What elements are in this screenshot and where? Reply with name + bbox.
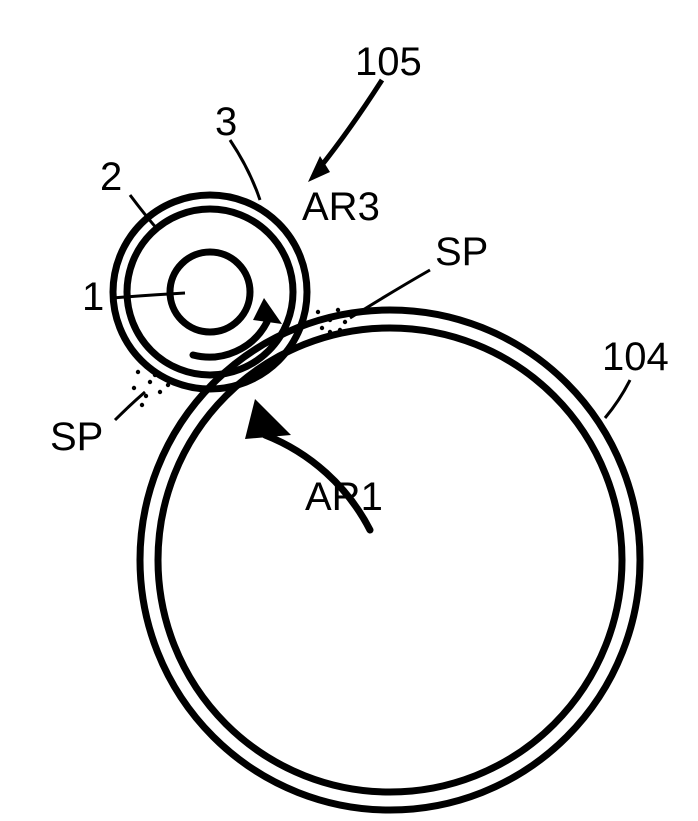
leader-3 <box>230 140 260 200</box>
label-sp-right: SP <box>435 230 488 274</box>
large-roller <box>140 310 640 810</box>
label-ar1: AR1 <box>305 475 383 519</box>
label-sp-left: SP <box>50 415 103 459</box>
large-roller-outer <box>140 310 640 810</box>
diagram-canvas: 105 3 2 1 AR3 AR1 104 SP SP <box>0 0 698 821</box>
label-105: 105 <box>355 40 422 84</box>
label-3: 3 <box>215 100 237 144</box>
leader-105 <box>308 80 382 182</box>
label-104: 104 <box>602 335 669 379</box>
leader-1 <box>112 293 185 298</box>
label-ar3: AR3 <box>302 185 380 229</box>
leader-104 <box>605 380 630 418</box>
label-2: 2 <box>100 155 122 199</box>
large-roller-inner <box>158 328 622 792</box>
label-1: 1 <box>82 275 104 319</box>
small-roller-layer-2 <box>127 209 293 375</box>
